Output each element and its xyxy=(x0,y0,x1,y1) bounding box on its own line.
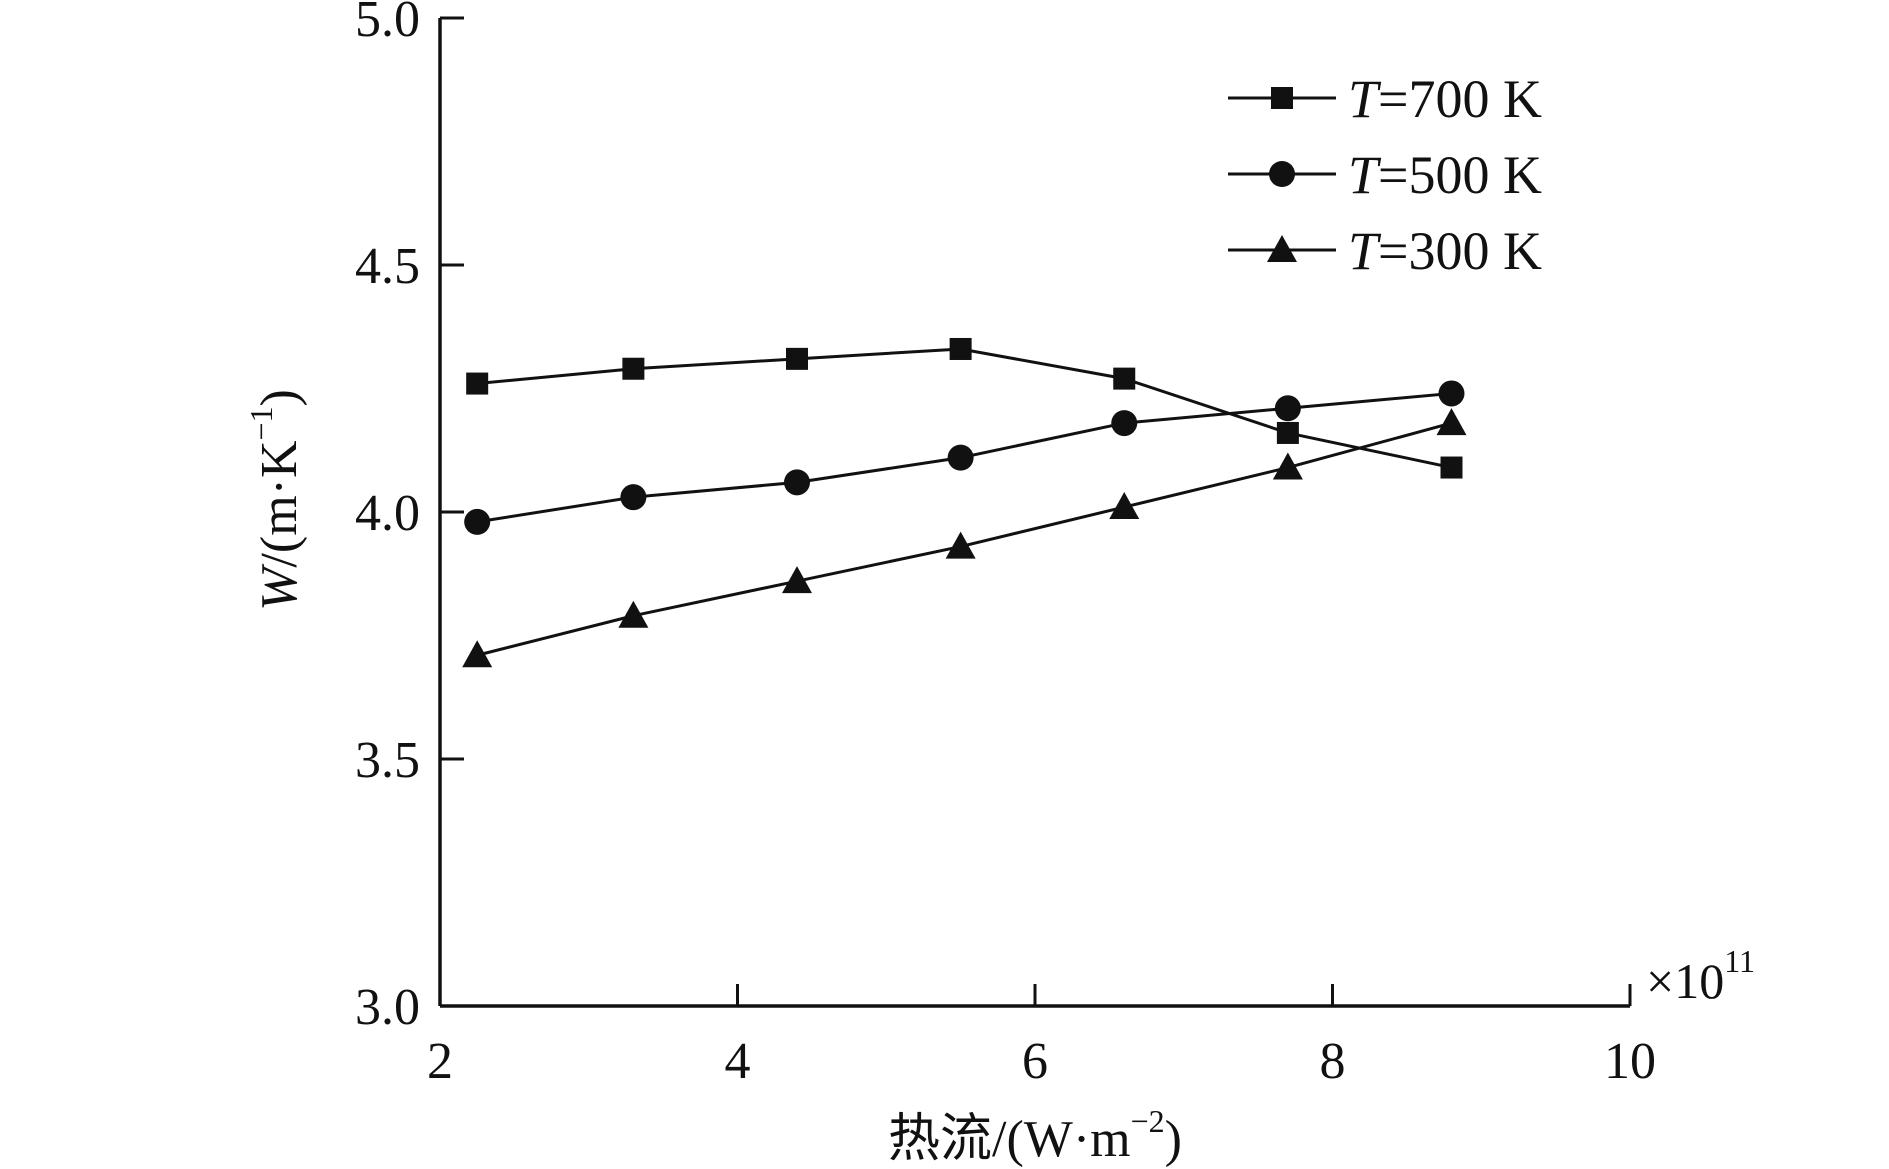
data-point xyxy=(786,347,808,370)
legend-marker xyxy=(1267,235,1297,262)
data-point xyxy=(1272,452,1303,480)
data-point xyxy=(947,444,974,471)
x-axis-title-sup: −2 xyxy=(1131,1103,1165,1139)
data-point xyxy=(1109,492,1140,520)
legend-label: T=300 K xyxy=(1348,221,1542,281)
data-point xyxy=(945,531,976,559)
y-axis-title-main: /(m·K xyxy=(251,440,308,568)
x-tick-label: 4 xyxy=(725,1033,751,1090)
x-axis-title-main: 热流/(W·m xyxy=(888,1111,1131,1168)
y-tick-label: 4.0 xyxy=(355,485,420,542)
y-axis-title: W/(m·K−1) xyxy=(243,389,308,611)
x-axis-title: 热流/(W·m−2) xyxy=(888,1103,1182,1168)
series-triangle xyxy=(462,408,1467,668)
y-axis-title-sup: −1 xyxy=(243,406,279,440)
series-layer xyxy=(462,337,1467,668)
x-multiplier-label: ×1011 xyxy=(1646,943,1755,1009)
data-point xyxy=(1276,421,1299,444)
legend-item: T=700 K xyxy=(1228,69,1542,129)
y-axis-title-close: ) xyxy=(251,389,308,406)
legend-item: T=500 K xyxy=(1228,145,1542,205)
data-point xyxy=(1436,408,1467,436)
data-point xyxy=(618,600,649,628)
y-tick-label: 5.0 xyxy=(355,0,420,48)
data-point xyxy=(466,372,489,395)
y-tick-label: 3.0 xyxy=(355,979,420,1036)
legend-label-var: T xyxy=(1348,69,1382,129)
data-point xyxy=(1440,456,1463,479)
data-point xyxy=(784,469,810,496)
legend-label: T=700 K xyxy=(1348,69,1542,129)
x-tick-label: 2 xyxy=(427,1033,453,1090)
legend-marker xyxy=(1269,161,1295,187)
x-tick-label: 8 xyxy=(1320,1033,1346,1090)
series-circle xyxy=(464,380,1465,535)
data-point xyxy=(464,508,491,535)
data-point xyxy=(1111,410,1138,437)
x-multiplier-exponent: 11 xyxy=(1724,943,1755,979)
legend-item: T=300 K xyxy=(1228,221,1542,281)
data-point xyxy=(1113,367,1136,390)
data-point xyxy=(622,357,645,380)
x-axis-title-close: ) xyxy=(1165,1111,1182,1168)
legend-label-var: T xyxy=(1348,145,1382,205)
y-axis-title-var: W xyxy=(251,563,308,611)
data-point xyxy=(1274,395,1301,422)
axes: 2 4 6 8 103.03.54.04.55.0×1011热流/(W·m−2)W/(m… xyxy=(243,0,1755,1168)
x-tick-label: 6 xyxy=(1022,1033,1048,1090)
x-multiplier-base: ×10 xyxy=(1646,953,1724,1009)
legend-label-rest: =700 K xyxy=(1378,69,1542,129)
data-point xyxy=(1438,380,1465,407)
data-point xyxy=(949,337,972,360)
data-point xyxy=(782,566,812,594)
legend: T=700 KT=500 KT=300 K xyxy=(1228,69,1542,281)
legend-label-rest: =300 K xyxy=(1378,221,1542,281)
legend-label-var: T xyxy=(1348,221,1382,281)
x-tick-label: 10 xyxy=(1604,1033,1656,1090)
data-point xyxy=(620,484,647,511)
y-tick-label: 4.5 xyxy=(355,238,420,295)
legend-label-rest: =500 K xyxy=(1378,145,1542,205)
legend-marker xyxy=(1271,87,1293,109)
y-tick-label: 3.5 xyxy=(355,732,420,789)
legend-label: T=500 K xyxy=(1348,145,1542,205)
data-point xyxy=(462,640,493,668)
series-square xyxy=(466,337,1463,479)
